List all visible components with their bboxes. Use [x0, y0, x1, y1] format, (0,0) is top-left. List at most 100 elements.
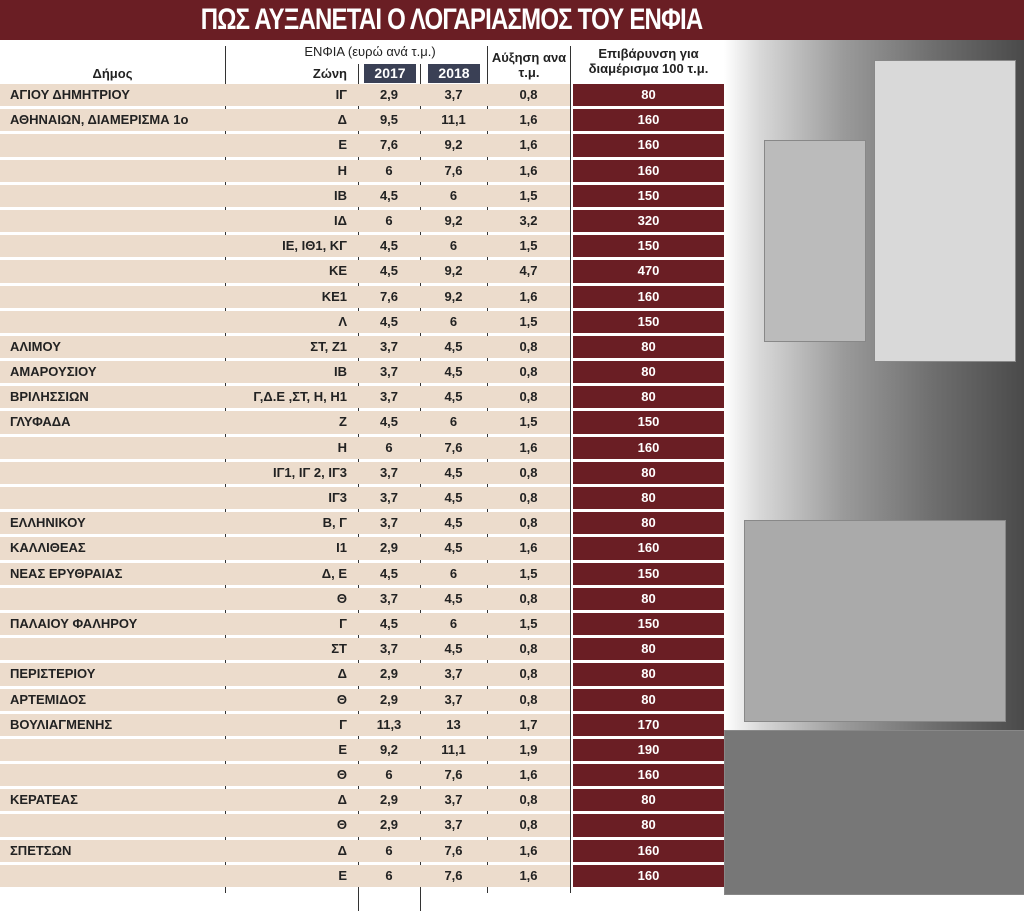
- row-background: [0, 789, 570, 812]
- increase-cell: 0,8: [519, 817, 538, 833]
- table-row: ΙΒ 4,5 6 1,5 150: [0, 184, 724, 207]
- header-zone: Ζώνη: [312, 66, 347, 81]
- enfia-2017-cell: 3,7: [379, 389, 399, 405]
- zone-cell: ΚΕ1: [321, 288, 347, 304]
- zone-cell: ΙΒ: [334, 364, 347, 380]
- burden-cell: 160: [573, 436, 724, 459]
- table-row: ΙΕ, ΙΘ1, ΚΓ 4,5 6 1,5 150: [0, 235, 724, 258]
- municipality-cell: ΕΛΛΗΝΙΚΟΥ: [10, 515, 86, 531]
- increase-cell: 0,8: [519, 464, 538, 480]
- zone-cell: Δ: [337, 112, 347, 128]
- row-background: [0, 134, 570, 157]
- enfia-2017-cell: 6: [385, 842, 393, 858]
- burden-cell: 150: [573, 612, 724, 636]
- row-background: [0, 764, 570, 787]
- zone-cell: Ζ: [339, 414, 347, 430]
- table-row: ΙΓ3 3,7 4,5 0,8 80: [0, 487, 724, 510]
- zone-cell: Γ: [339, 716, 347, 732]
- table-row: ΣΤ 3,7 4,5 0,8 80: [0, 638, 724, 661]
- enfia-2018-cell: 6: [449, 238, 458, 254]
- increase-cell: 0,8: [519, 338, 538, 354]
- enfia-2017-cell: 7,6: [379, 288, 399, 304]
- row-background: [0, 738, 570, 762]
- zone-cell: Δ, Ε: [321, 565, 347, 581]
- row-background: [0, 537, 570, 560]
- zone-cell: Θ: [336, 817, 347, 833]
- table-row: ΑΜΑΡΟΥΣΙΟΥ ΙΒ 3,7 4,5 0,8 80: [0, 361, 724, 384]
- burden-cell: 470: [573, 260, 724, 283]
- municipality-cell: ΑΛΙΜΟΥ: [10, 338, 61, 354]
- enfia-2018-cell: 6: [449, 414, 458, 430]
- zone-cell: Θ: [336, 691, 347, 707]
- zone-cell: ΙΓ3: [328, 490, 347, 505]
- burden-cell: 160: [573, 764, 724, 787]
- table-row: ΚΕ1 7,6 9,2 1,6 160: [0, 285, 724, 308]
- row-background: [0, 512, 570, 535]
- row-background: [0, 612, 570, 636]
- header-2018: 2018: [428, 64, 480, 83]
- row-background: [0, 260, 570, 283]
- burden-cell: 160: [573, 159, 724, 182]
- enfia-2018-cell: 4,5: [444, 515, 463, 531]
- table-row: ΑΓΙΟΥ ΔΗΜΗΤΡΙΟΥ ΙΓ 2,9 3,7 0,8 80: [0, 84, 724, 107]
- enfia-2017-cell: 2,9: [379, 817, 399, 833]
- row-background: [0, 461, 570, 484]
- burden-cell: 160: [573, 864, 724, 887]
- row-background: [0, 411, 570, 434]
- municipality-cell: ΝΕΑΣ ΕΡΥΘΡΑΙΑΣ: [10, 565, 123, 581]
- zone-cell: Δ: [337, 666, 347, 682]
- table-row: ΑΡΤΕΜΙΔΟΣ Θ 2,9 3,7 0,8 80: [0, 688, 724, 711]
- burden-cell: 80: [573, 512, 724, 535]
- enfia-2018-cell: 3,7: [444, 817, 463, 833]
- buildings-photo: [724, 40, 1024, 895]
- zone-cell: Γ: [339, 615, 347, 631]
- enfia-2017-cell: 3,7: [379, 641, 399, 657]
- increase-cell: 0,8: [519, 87, 538, 102]
- enfia-2017-cell: 6: [385, 162, 393, 178]
- enfia-2018-cell: 13: [446, 716, 461, 732]
- row-background: [0, 562, 570, 585]
- enfia-2018-cell: 6: [449, 565, 458, 581]
- burden-cell: 170: [573, 713, 724, 736]
- increase-cell: 1,5: [519, 565, 538, 581]
- enfia-2018-cell: 6: [449, 615, 458, 631]
- enfia-2017-cell: 2,9: [379, 691, 399, 707]
- enfia-2018-cell: 9,2: [444, 212, 463, 228]
- enfia-2018-cell: 4,5: [444, 540, 463, 556]
- table-row: Ε 7,6 9,2 1,6 160: [0, 134, 724, 157]
- burden-cell: 150: [573, 310, 724, 333]
- burden-cell: 80: [573, 789, 724, 812]
- enfia-2017-cell: 3,7: [379, 515, 399, 531]
- increase-cell: 0,8: [519, 641, 538, 657]
- table-row: Θ 2,9 3,7 0,8 80: [0, 814, 724, 837]
- increase-cell: 0,8: [519, 490, 538, 505]
- increase-cell: 0,8: [519, 389, 538, 405]
- municipality-cell: ΑΜΑΡΟΥΣΙΟΥ: [10, 364, 97, 380]
- zone-cell: Ε: [338, 741, 347, 757]
- row-background: [0, 663, 570, 686]
- enfia-2017-cell: 3,7: [379, 490, 399, 505]
- table-row: ΠΑΛΑΙΟΥ ΦΑΛΗΡΟΥ Γ 4,5 6 1,5 150: [0, 612, 724, 636]
- increase-cell: 1,6: [519, 767, 538, 783]
- burden-cell: 80: [573, 461, 724, 484]
- burden-cell: 160: [573, 109, 724, 132]
- row-background: [0, 587, 570, 610]
- row-background: [0, 638, 570, 661]
- enfia-2018-cell: 4,5: [444, 364, 463, 380]
- table-row: ΓΛΥΦΑΔΑ Ζ 4,5 6 1,5 150: [0, 411, 724, 434]
- row-background: [0, 335, 570, 359]
- enfia-2018-cell: 7,6: [444, 162, 463, 178]
- header-increase: Αύξηση ανα τ.μ.: [491, 50, 567, 80]
- enfia-2017-cell: 6: [385, 867, 393, 883]
- municipality-cell: ΑΓΙΟΥ ΔΗΜΗΤΡΙΟΥ: [10, 87, 130, 102]
- enfia-2018-cell: 11,1: [441, 741, 466, 757]
- increase-cell: 4,7: [519, 263, 538, 279]
- increase-cell: 1,6: [519, 867, 538, 883]
- municipality-cell: ΓΛΥΦΑΔΑ: [10, 414, 71, 430]
- increase-cell: 1,6: [519, 137, 538, 153]
- burden-cell: 80: [573, 814, 724, 837]
- municipality-cell: ΒΡΙΛΗΣΣΙΩΝ: [10, 389, 89, 405]
- increase-cell: 0,8: [519, 364, 538, 380]
- burden-cell: 80: [573, 587, 724, 610]
- table-row: ΚΑΛΛΙΘΕΑΣ Ι1 2,9 4,5 1,6 160: [0, 537, 724, 560]
